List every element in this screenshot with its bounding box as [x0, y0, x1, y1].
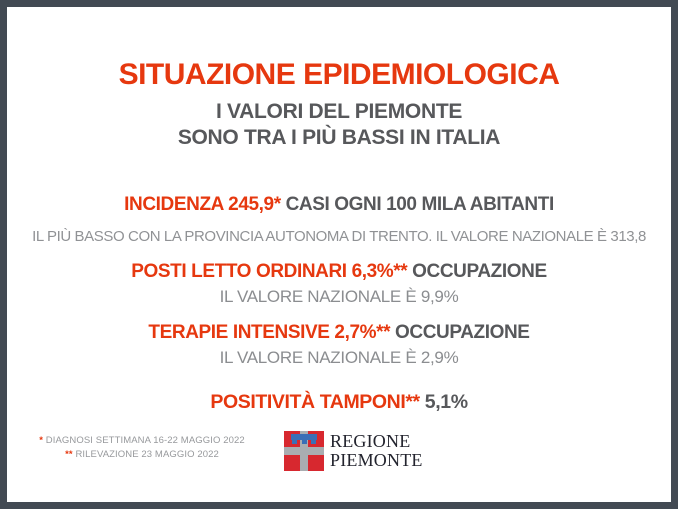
stat-posti-letto-value: POSTI LETTO ORDINARI 6,3%** [131, 261, 408, 283]
footnote-diagnosi: * DIAGNOSI SETTIMANA 16-22 MAGGIO 2022 [27, 434, 257, 448]
footnote-rilevazione-text: RILEVAZIONE 23 MAGGIO 2022 [75, 448, 219, 460]
logo-text: REGIONE PIEMONTE [330, 430, 423, 470]
stat-incidenza: INCIDENZA 245,9* CASI OGNI 100 MILA ABIT… [7, 194, 671, 217]
stat-incidenza-label: CASI OGNI 100 MILA ABITANTI [285, 193, 555, 215]
stat-positivita-tamponi-label: POSITIVITÀ TAMPONI** [210, 390, 420, 413]
stat-terapie-intensive-value: TERAPIE INTENSIVE 2,7%** [148, 322, 391, 344]
stat-terapie-intensive-note: IL VALORE NAZIONALE È 2,9% [219, 348, 459, 368]
stat-incidenza-note: IL PIÙ BASSO CON LA PROVINCIA AUTONOMA D… [32, 228, 646, 246]
stat-posti-letto: POSTI LETTO ORDINARI 6,3%** OCCUPAZIONE [7, 261, 671, 284]
footnote-marker-double-asterisk: ** [65, 448, 73, 460]
footnote-rilevazione: ** RILEVAZIONE 23 MAGGIO 2022 [27, 448, 257, 462]
stat-incidenza-value: INCIDENZA 245,9* [124, 193, 281, 215]
footnote-diagnosi-text: DIAGNOSI SETTIMANA 16-22 MAGGIO 2022 [45, 435, 245, 446]
logo-text-line-2: PIEMONTE [330, 450, 423, 470]
stat-positivita-tamponi: POSITIVITÀ TAMPONI** 5,1% [7, 391, 671, 414]
stat-terapie-intensive: TERAPIE INTENSIVE 2,7%** OCCUPAZIONE [7, 322, 671, 345]
footnote-marker-single-asterisk: * [39, 435, 44, 446]
subtitle: I VALORI DEL PIEMONTE SONO TRA I PIÙ BAS… [7, 99, 671, 152]
piemonte-coat-of-arms-icon [284, 431, 324, 471]
stat-positivita-tamponi-value: 5,1% [424, 390, 468, 413]
subtitle-line-1: I VALORI DEL PIEMONTE [215, 100, 463, 123]
page-title: SITUAZIONE EPIDEMIOLOGICA [118, 58, 560, 91]
logo-text-line-1: REGIONE [330, 430, 411, 451]
subtitle-line-2: SONO TRA I PIÙ BASSI IN ITALIA [177, 126, 501, 150]
stat-terapie-intensive-label: OCCUPAZIONE [395, 322, 530, 344]
stat-posti-letto-label: OCCUPAZIONE [412, 261, 547, 283]
footnotes: * DIAGNOSI SETTIMANA 16-22 MAGGIO 2022 *… [27, 434, 257, 462]
regione-piemonte-logo: REGIONE PIEMONTE [284, 431, 423, 471]
stat-posti-letto-note: IL VALORE NAZIONALE È 9,9% [219, 287, 459, 307]
